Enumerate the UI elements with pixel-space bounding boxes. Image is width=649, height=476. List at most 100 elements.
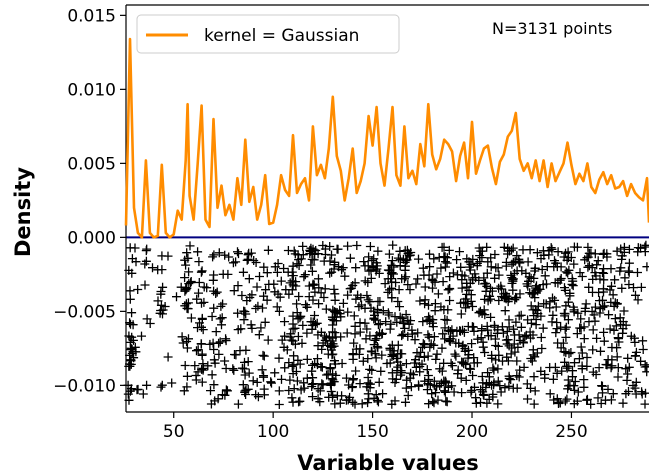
rug-marker <box>292 259 302 269</box>
rug-marker <box>563 247 573 257</box>
rug-marker <box>385 358 395 368</box>
rug-marker <box>133 285 143 294</box>
rug-marker <box>160 302 170 311</box>
rug-marker <box>553 278 563 288</box>
rug-marker <box>640 360 649 370</box>
rug-marker <box>209 270 219 280</box>
rug-marker <box>496 387 506 397</box>
rug-marker <box>529 399 539 409</box>
rug-marker <box>403 391 413 400</box>
rug-marker <box>510 330 519 340</box>
rug-marker <box>438 329 448 339</box>
rug-marker <box>310 287 320 297</box>
rug-marker <box>318 380 328 390</box>
rug-marker <box>443 285 453 295</box>
rug-marker <box>414 352 424 362</box>
rug-marker <box>528 330 538 340</box>
rug-marker <box>194 278 204 287</box>
rug-marker <box>384 249 394 259</box>
rug-marker <box>242 255 252 265</box>
rug-marker <box>480 278 490 288</box>
rug-marker <box>293 332 303 341</box>
rug-marker <box>442 315 452 325</box>
rug-marker <box>215 337 225 347</box>
rug-marker <box>218 299 228 309</box>
rug-marker <box>126 319 135 329</box>
rug-marker <box>638 336 648 346</box>
rug-marker <box>501 291 511 301</box>
rug-marker <box>215 314 225 324</box>
rug-marker <box>176 282 186 292</box>
rug-marker <box>406 248 416 257</box>
rug-marker <box>576 314 586 324</box>
rug-marker <box>431 388 440 398</box>
rug-marker <box>451 351 461 361</box>
rug-marker <box>372 331 382 340</box>
rug-marker <box>590 268 600 278</box>
rug-marker <box>209 380 219 390</box>
rug-marker <box>480 310 490 320</box>
rug-marker <box>288 369 298 379</box>
rug-marker <box>217 313 227 323</box>
rug-marker <box>273 289 283 299</box>
rug-marker <box>624 362 634 372</box>
rug-marker <box>599 336 609 346</box>
rug-marker <box>457 275 467 285</box>
y-tick-label: 0.005 <box>67 154 116 174</box>
rug-marker <box>492 328 502 338</box>
rug-marker <box>568 366 577 376</box>
rug-marker <box>358 356 368 366</box>
rug-marker <box>608 389 618 399</box>
rug-marker <box>486 253 496 263</box>
rug-marker <box>453 270 462 280</box>
rug-marker <box>181 260 191 270</box>
rug-marker <box>559 347 569 357</box>
rug-marker <box>577 348 587 358</box>
rug-marker <box>221 336 231 346</box>
rug-marker <box>569 259 579 269</box>
rug-marker <box>280 317 289 327</box>
rug-marker <box>138 389 148 399</box>
rug-marker <box>185 241 195 251</box>
rug-marker <box>550 295 560 305</box>
rug-marker <box>482 398 492 408</box>
rug-marker <box>432 349 442 359</box>
rug-marker <box>469 353 479 363</box>
rug-marker <box>156 300 166 310</box>
rug-marker <box>302 302 312 312</box>
rug-marker <box>373 320 383 330</box>
rug-marker <box>252 377 262 387</box>
rug-marker <box>515 335 525 345</box>
rug-marker <box>572 329 582 339</box>
rug-marker <box>357 399 367 409</box>
rug-marker <box>351 344 361 354</box>
rug-marker <box>221 385 231 395</box>
rug-marker <box>316 327 326 337</box>
rug-marker <box>259 291 269 301</box>
rug-marker <box>472 358 482 368</box>
rug-marker <box>478 390 488 399</box>
rug-marker <box>229 286 239 296</box>
rug-marker <box>292 299 302 309</box>
rug-marker <box>484 394 494 404</box>
rug-marker <box>378 306 388 316</box>
rug-marker <box>221 364 231 373</box>
rug-marker <box>461 294 471 304</box>
rug-marker <box>295 313 305 323</box>
rug-marker <box>283 267 293 277</box>
rug-marker <box>630 351 640 361</box>
rug-marker <box>469 322 478 332</box>
rug-marker <box>366 265 376 275</box>
rug-marker <box>313 341 323 351</box>
rug-marker <box>466 259 476 269</box>
rug-marker <box>132 385 142 395</box>
y-tick-label: 0.000 <box>67 228 116 248</box>
rug-marker <box>325 363 335 373</box>
rug-marker <box>329 264 339 274</box>
x-tick-label: 250 <box>555 422 587 442</box>
rug-marker <box>434 253 444 262</box>
rug-marker <box>476 385 486 395</box>
rug-marker <box>126 345 136 355</box>
rug-marker <box>410 358 419 368</box>
rug-marker <box>155 308 165 318</box>
